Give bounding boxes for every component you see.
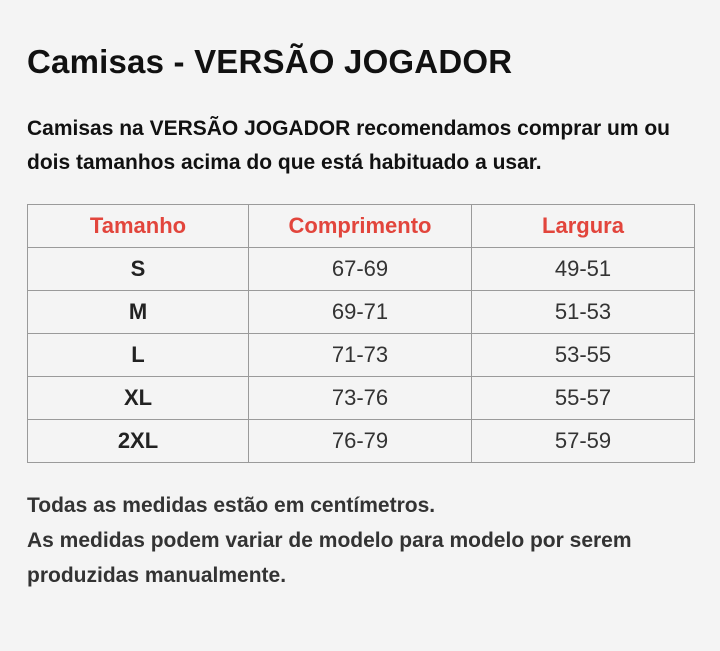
length-cell: 71-73 bbox=[248, 333, 472, 377]
size-cell: XL bbox=[27, 376, 249, 420]
header-length: Comprimento bbox=[248, 204, 472, 248]
header-size: Tamanho bbox=[27, 204, 249, 248]
width-cell: 55-57 bbox=[471, 376, 695, 420]
length-cell: 76-79 bbox=[248, 419, 472, 463]
header-width: Largura bbox=[471, 204, 695, 248]
notes: Todas as medidas estão em centímetros. A… bbox=[27, 488, 694, 593]
size-cell: M bbox=[27, 290, 249, 334]
width-cell: 53-55 bbox=[471, 333, 695, 377]
table-header-row: Tamanho Comprimento Largura bbox=[27, 204, 695, 248]
size-cell: L bbox=[27, 333, 249, 377]
length-cell: 69-71 bbox=[248, 290, 472, 334]
table-row: M 69-71 51-53 bbox=[27, 290, 695, 334]
length-cell: 67-69 bbox=[248, 247, 472, 291]
width-cell: 57-59 bbox=[471, 419, 695, 463]
note-units: Todas as medidas estão em centímetros. bbox=[27, 494, 436, 517]
table-row: XL 73-76 55-57 bbox=[27, 376, 695, 420]
table-row: 2XL 76-79 57-59 bbox=[27, 419, 695, 463]
length-cell: 73-76 bbox=[248, 376, 472, 420]
width-cell: 51-53 bbox=[471, 290, 695, 334]
size-cell: S bbox=[27, 247, 249, 291]
size-table: Tamanho Comprimento Largura S 67-69 49-5… bbox=[27, 204, 695, 463]
width-cell: 49-51 bbox=[471, 247, 695, 291]
page-title: Camisas - VERSÃO JOGADOR bbox=[27, 43, 513, 80]
table-row: S 67-69 49-51 bbox=[27, 247, 695, 291]
note-variation: As medidas podem variar de modelo para m… bbox=[27, 529, 632, 587]
size-cell: 2XL bbox=[27, 419, 249, 463]
intro-text: Camisas na VERSÃO JOGADOR recomendamos c… bbox=[27, 117, 671, 174]
table-row: L 71-73 53-55 bbox=[27, 333, 695, 377]
